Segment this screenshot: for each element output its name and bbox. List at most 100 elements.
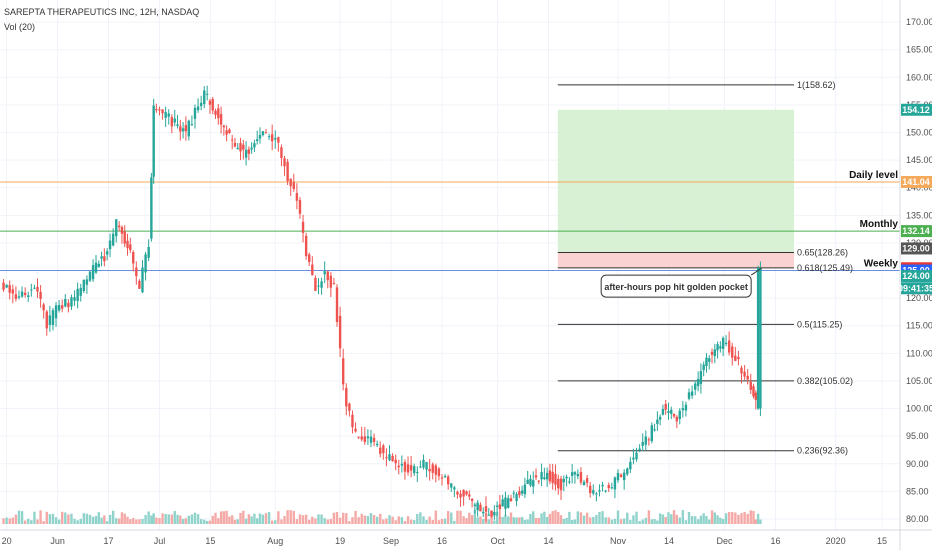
volume-bar	[170, 514, 174, 524]
volume-bar	[534, 517, 538, 524]
time-tick-label: 14	[544, 536, 554, 546]
candle-body	[721, 337, 725, 349]
fib-label: 0.5(115.25)	[797, 319, 842, 329]
volume-bar	[523, 519, 527, 524]
volume-bar	[295, 519, 299, 524]
volume-bar	[456, 510, 459, 524]
candle-body	[523, 484, 527, 495]
candle-body	[604, 490, 607, 492]
candle-body	[413, 466, 416, 474]
candles	[2, 85, 762, 522]
candle-body	[67, 302, 70, 308]
candle-body	[422, 459, 425, 468]
volume-bar	[656, 520, 659, 524]
candle-body	[277, 137, 280, 143]
volume-bar	[138, 519, 141, 524]
candle-body	[644, 436, 647, 445]
candle-body	[664, 404, 667, 410]
volume-bar	[462, 516, 465, 524]
volume-bar	[650, 519, 654, 524]
stop-zone[interactable]	[557, 252, 794, 268]
volume-bar	[443, 518, 447, 524]
time-tick-label: Dec	[717, 536, 734, 546]
candle-body	[242, 144, 245, 150]
candle-body	[397, 465, 400, 468]
time-tick-label: 14	[664, 536, 674, 546]
candle-body	[681, 408, 685, 411]
volume-bar	[108, 514, 112, 524]
volume-bar	[678, 517, 681, 524]
volume-bar	[363, 515, 367, 524]
candle-body	[193, 107, 197, 119]
candle-body	[190, 124, 194, 126]
volume-bar	[258, 513, 262, 524]
volume-bar	[759, 519, 762, 524]
volume-bar	[740, 513, 743, 524]
volume-bar	[82, 513, 86, 524]
volume-bar	[253, 513, 256, 524]
volume-bar	[512, 517, 515, 524]
candle-body	[579, 472, 583, 483]
candle-body	[289, 178, 292, 187]
volume-bar	[756, 513, 760, 524]
volume-bar	[320, 514, 323, 524]
candle-body	[428, 468, 431, 472]
volume-bar	[214, 512, 217, 524]
volume-bar	[557, 511, 560, 524]
candle-body	[582, 481, 586, 486]
volume-bar	[690, 516, 694, 524]
candle-body	[746, 375, 749, 380]
volume-bar	[520, 517, 524, 524]
volume-bar	[152, 513, 155, 524]
price-tick-label: 115.00	[906, 321, 932, 331]
candle-body	[388, 454, 391, 461]
candle-body	[752, 386, 755, 397]
candle-body	[108, 240, 112, 250]
candle-body	[366, 436, 370, 439]
volume-bar	[5, 517, 8, 524]
candle-body	[129, 244, 132, 251]
candle-body	[562, 478, 566, 483]
candle-body	[8, 285, 11, 293]
volume-bar	[301, 515, 305, 524]
volume-bar	[70, 513, 73, 524]
price-tick-label: 120.00	[906, 293, 932, 303]
volume-bar	[562, 518, 566, 524]
candle-body	[54, 305, 58, 319]
candle-body	[653, 429, 656, 431]
candle-body	[551, 471, 554, 484]
price-tick-label: 160.00	[906, 72, 932, 82]
candle-body	[341, 358, 345, 385]
candle-body	[320, 281, 323, 288]
volume-bar	[446, 511, 450, 524]
volume-bar	[696, 519, 700, 524]
candle-body	[372, 437, 376, 442]
candle-body	[360, 436, 363, 440]
candle-body	[554, 473, 557, 485]
volume-bar	[493, 520, 496, 524]
volume-bar	[97, 512, 100, 524]
candle-body	[64, 298, 67, 307]
volume-bar	[67, 514, 70, 524]
candle-body	[264, 132, 268, 134]
price-tag	[901, 270, 932, 283]
candle-body	[211, 98, 214, 111]
annotation-box[interactable]	[600, 274, 752, 298]
volume-bar	[217, 518, 220, 524]
annotation-callout[interactable]: after-hours pop hit golden pocket	[600, 267, 762, 298]
fib-label: 0.618(125.49)	[797, 263, 853, 273]
countdown-tag	[901, 282, 932, 295]
volume-bar	[653, 519, 656, 524]
candle-body	[501, 499, 504, 507]
volume-bar	[501, 516, 504, 524]
price-tick-label: 170.00	[906, 17, 932, 27]
fib-label: 0.382(105.02)	[797, 376, 853, 386]
target-zone[interactable]	[557, 109, 794, 253]
volume-bar	[576, 511, 580, 524]
candle-body	[403, 461, 407, 472]
price-tick-label: 95.00	[906, 431, 929, 441]
candle-body	[515, 493, 518, 501]
volume-bar	[589, 517, 592, 524]
candle-body	[375, 443, 379, 446]
candle-body	[301, 221, 305, 233]
